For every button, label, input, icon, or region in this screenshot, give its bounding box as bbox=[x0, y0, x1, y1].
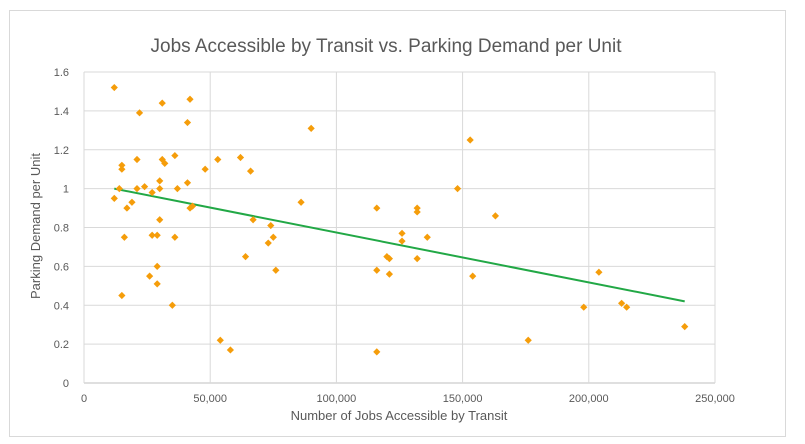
data-point bbox=[171, 233, 179, 241]
x-tick-label: 0 bbox=[81, 393, 87, 405]
data-point bbox=[413, 204, 421, 212]
y-tick-label: 0.6 bbox=[54, 261, 69, 273]
data-point bbox=[110, 194, 118, 202]
y-tick-label: 0 bbox=[63, 378, 69, 390]
data-point bbox=[140, 183, 149, 191]
data-point bbox=[297, 198, 305, 206]
data-point bbox=[153, 231, 161, 239]
data-point bbox=[267, 221, 275, 230]
data-point bbox=[158, 99, 166, 107]
x-tick-label: 200,000 bbox=[569, 393, 609, 405]
data-point bbox=[524, 336, 532, 344]
data-point bbox=[469, 272, 477, 280]
data-point bbox=[118, 165, 126, 173]
data-point bbox=[183, 118, 192, 127]
trendline bbox=[114, 187, 685, 303]
data-point bbox=[156, 177, 164, 185]
data-point bbox=[491, 212, 500, 220]
data-point bbox=[216, 336, 224, 344]
data-point bbox=[128, 198, 136, 206]
data-point bbox=[618, 299, 626, 307]
data-point bbox=[413, 255, 421, 263]
chart-frame bbox=[9, 10, 786, 437]
data-point bbox=[681, 323, 689, 331]
data-point bbox=[580, 303, 588, 311]
x-tick-label: 150,000 bbox=[443, 393, 483, 405]
y-tick-label: 1 bbox=[63, 184, 69, 196]
data-point bbox=[373, 204, 381, 212]
data-point bbox=[133, 155, 141, 164]
y-tick-label: 0.8 bbox=[54, 223, 69, 235]
data-point bbox=[307, 124, 315, 132]
data-point bbox=[413, 208, 421, 216]
trendline-group bbox=[114, 187, 685, 303]
data-point bbox=[269, 233, 277, 241]
y-tick-label: 0.4 bbox=[54, 300, 69, 312]
gridlines bbox=[83, 71, 716, 384]
data-point bbox=[118, 161, 126, 169]
y-axis-ticks: 0 0.2 0.4 0.6 0.8 1 1.2 1.4 1.6 bbox=[54, 67, 69, 390]
data-point bbox=[398, 237, 406, 245]
data-point bbox=[133, 185, 141, 193]
data-point bbox=[156, 185, 164, 193]
data-point bbox=[264, 239, 272, 247]
data-point bbox=[226, 346, 234, 354]
chart-title: Jobs Accessible by Transit vs. Parking D… bbox=[151, 36, 623, 57]
x-tick-label: 50,000 bbox=[193, 393, 227, 405]
x-tick-label: 250,000 bbox=[695, 393, 735, 405]
data-point bbox=[214, 155, 222, 164]
data-point bbox=[186, 95, 194, 103]
data-point bbox=[423, 233, 431, 241]
data-point bbox=[171, 151, 179, 160]
data-point bbox=[373, 266, 381, 274]
data-point bbox=[623, 303, 631, 311]
data-point bbox=[153, 262, 161, 270]
data-point bbox=[118, 291, 126, 300]
x-tick-label: 100,000 bbox=[317, 393, 357, 405]
x-axis-label: Number of Jobs Accessible by Transit bbox=[291, 408, 508, 423]
data-point bbox=[110, 83, 118, 92]
y-tick-label: 1.6 bbox=[54, 67, 69, 79]
data-point bbox=[153, 280, 161, 288]
data-point bbox=[385, 270, 394, 278]
data-point bbox=[161, 159, 169, 167]
data-point bbox=[373, 348, 381, 356]
data-point bbox=[146, 272, 154, 280]
x-axis-ticks: 0 50,000 100,000 150,000 200,000 250,000 bbox=[81, 393, 735, 405]
data-point bbox=[148, 231, 156, 239]
data-point bbox=[466, 136, 474, 144]
data-points bbox=[110, 83, 689, 356]
y-axis-label: Parking Demand per Unit bbox=[28, 153, 43, 299]
data-point bbox=[595, 268, 603, 276]
data-point bbox=[123, 204, 131, 212]
data-point bbox=[183, 179, 192, 187]
data-point bbox=[246, 167, 255, 175]
data-point bbox=[249, 216, 257, 224]
y-tick-label: 1.2 bbox=[54, 145, 69, 157]
data-point bbox=[241, 253, 250, 261]
y-tick-label: 1.4 bbox=[54, 106, 69, 118]
data-point bbox=[398, 229, 406, 237]
data-point bbox=[135, 109, 144, 117]
data-point bbox=[188, 202, 197, 210]
y-tick-label: 0.2 bbox=[54, 339, 69, 351]
data-point bbox=[453, 185, 462, 193]
data-point bbox=[201, 165, 209, 173]
data-point bbox=[236, 153, 245, 162]
data-point bbox=[272, 266, 280, 274]
data-point bbox=[148, 188, 156, 197]
data-point bbox=[173, 185, 181, 193]
data-point bbox=[168, 301, 176, 309]
data-point bbox=[385, 255, 394, 263]
data-point bbox=[115, 185, 123, 193]
data-point bbox=[156, 216, 164, 224]
data-point bbox=[120, 233, 128, 241]
